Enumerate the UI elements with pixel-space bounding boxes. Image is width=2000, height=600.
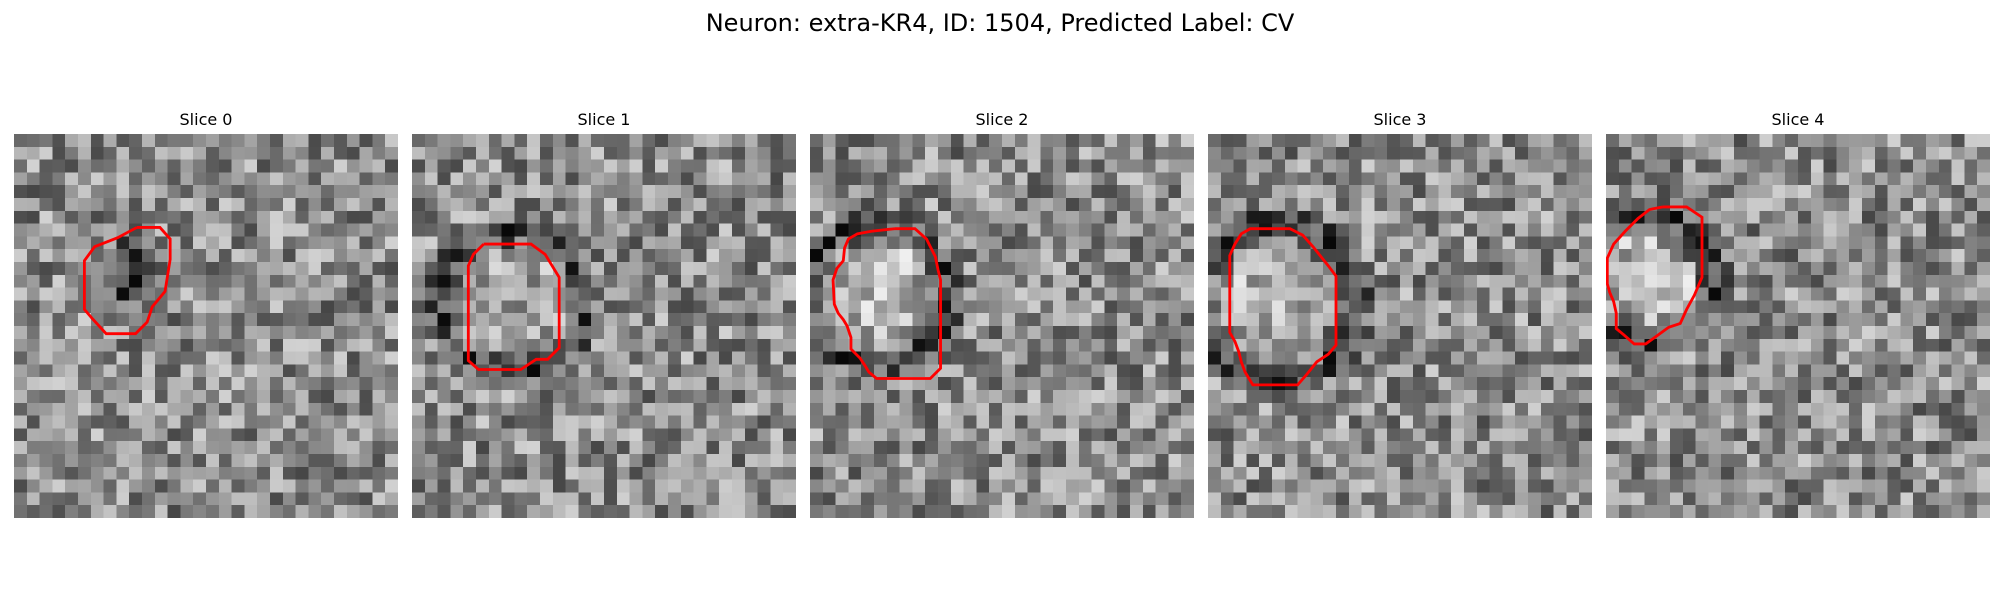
slice-1-contour <box>466 242 561 371</box>
slice-4-title: Slice 4 <box>1771 110 1825 129</box>
slice-0-pixels <box>14 134 398 518</box>
figure-title: Neuron: extra-KR4, ID: 1504, Predicted L… <box>705 9 1295 37</box>
slice-3-title: Slice 3 <box>1373 110 1427 129</box>
slice-0-contour <box>82 226 172 336</box>
slice-2-pixels <box>810 134 1194 518</box>
slice-1-title: Slice 1 <box>577 110 631 129</box>
slice-4-image <box>1606 134 1990 518</box>
slice-panel-3: Slice 3 <box>1208 106 1592 518</box>
slice-panel-2: Slice 2 <box>810 106 1194 518</box>
slice-1-image <box>412 134 796 518</box>
slice-2-image <box>810 134 1194 518</box>
slice-3-image <box>1208 134 1592 518</box>
slice-panel-4: Slice 4 <box>1606 106 1990 518</box>
slice-panel-0: Slice 0 <box>14 106 398 518</box>
slice-0-image <box>14 134 398 518</box>
slice-1-pixels <box>412 134 796 518</box>
slice-2-title: Slice 2 <box>975 110 1029 129</box>
slice-panel-1: Slice 1 <box>412 106 796 518</box>
slice-0-title: Slice 0 <box>179 110 233 129</box>
slice-3-contour <box>1228 227 1338 387</box>
slice-2-contour <box>831 227 942 380</box>
slice-4-pixels <box>1606 134 1990 518</box>
slice-3-pixels <box>1208 134 1592 518</box>
slice-4-contour <box>1606 205 1704 346</box>
